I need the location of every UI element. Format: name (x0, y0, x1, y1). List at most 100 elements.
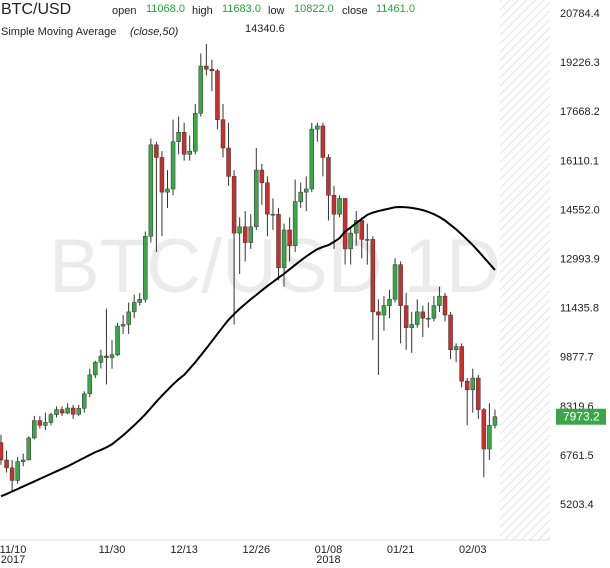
candle-body (320, 125, 326, 158)
candle-body (48, 414, 54, 423)
candle-body (87, 374, 93, 395)
candle-body (459, 346, 464, 382)
candle-body (76, 408, 81, 415)
last-price-label: 7973.2 (563, 410, 600, 424)
y-tick-label: 16110.1 (560, 155, 599, 167)
candle-body (176, 132, 181, 142)
legend-value: 11683.0 (222, 3, 261, 15)
candle-body (9, 467, 15, 481)
last-price-tag (556, 408, 606, 425)
y-tick-label: 19226.3 (560, 57, 600, 69)
candle-body (437, 295, 442, 306)
candle-body (143, 236, 148, 300)
candle-body (198, 65, 204, 114)
candle-body (326, 157, 331, 196)
candle-body (470, 377, 475, 390)
candle-body (82, 393, 87, 409)
candle-body (342, 198, 348, 250)
future-area (500, 0, 550, 540)
candle-body (215, 70, 220, 120)
candle-body (70, 407, 76, 415)
candle-body (15, 461, 20, 481)
candle-body (154, 144, 159, 158)
candle-body (409, 324, 414, 328)
candle-body (487, 425, 492, 450)
candle-body (109, 354, 115, 358)
candle-body (331, 195, 337, 215)
indicator-name: Simple Moving Average (1, 26, 116, 38)
candle-body (226, 147, 231, 177)
candle-body (131, 302, 137, 313)
x-year-label: 2018 (316, 554, 340, 566)
candle-body (32, 420, 37, 439)
moving-average-line (0, 205, 496, 498)
candle-body (126, 311, 131, 325)
legend-value: 11461.0 (376, 3, 415, 15)
x-tick-label: 02/03 (459, 544, 487, 556)
candle-body (237, 226, 242, 234)
candle-body (104, 355, 109, 358)
indicator-value: 14340.6 (245, 23, 285, 35)
y-tick-label: 17668.2 (560, 106, 600, 118)
candle-body (165, 188, 170, 193)
y-tick-label: 9877.7 (560, 352, 594, 364)
candle-body (265, 182, 270, 215)
candle-body (93, 362, 98, 376)
legend-value: 10822.0 (294, 3, 334, 15)
candle-body (270, 213, 276, 216)
candle-body (298, 191, 303, 202)
candle-body (398, 264, 403, 306)
candle-body (420, 311, 426, 319)
candle-body (464, 380, 470, 390)
y-tick-label: 6761.5 (560, 450, 594, 462)
candle-body (231, 176, 237, 234)
candle-body (442, 295, 448, 316)
candle-body (115, 325, 120, 355)
candle-body (65, 407, 70, 414)
candle-body (365, 239, 370, 241)
chart-title: BTC/USD (1, 1, 71, 18)
x-tick-label: 12/26 (243, 544, 271, 556)
x-tick-label: 11/10 (0, 544, 26, 556)
candle-body (242, 226, 248, 243)
y-tick-label: 20784.4 (560, 8, 600, 20)
candle-body (337, 198, 342, 215)
candle-body (98, 355, 104, 363)
candle-body (181, 132, 187, 155)
candle-body (4, 459, 9, 469)
candle-body (204, 65, 209, 70)
candle-body (381, 305, 387, 316)
candle-body (187, 150, 192, 155)
candle-body (353, 220, 359, 234)
legend-label: close (342, 5, 368, 17)
x-tick-label: 11/30 (99, 544, 126, 556)
y-tick-label: 5203.4 (560, 499, 594, 511)
candle-body (292, 201, 298, 246)
candle-body (304, 188, 309, 193)
candle-body (159, 157, 165, 193)
y-tick-label: 14552.0 (560, 204, 600, 216)
candle-body (37, 420, 43, 426)
candle-body (43, 422, 48, 426)
candle-body (209, 68, 215, 72)
candle-body (453, 346, 459, 350)
candle-body (359, 220, 364, 240)
candle-body (426, 317, 431, 320)
candle-body (448, 314, 453, 350)
candle-body (370, 239, 376, 313)
candle-body (387, 299, 392, 306)
candle-body (309, 128, 315, 190)
x-tick-label: 12/13 (170, 544, 198, 556)
x-tick-label: 01/08 (315, 544, 343, 556)
candle-body (431, 305, 437, 319)
candle-body (281, 229, 287, 269)
legend-value: 11068.0 (146, 3, 185, 15)
y-tick-label: 12993.9 (560, 254, 600, 266)
indicator-params: (close,50) (130, 26, 179, 38)
candle-body (193, 113, 198, 152)
legend-label: high (192, 5, 213, 17)
x-tick-label: 01/21 (387, 544, 415, 556)
candle-body (137, 299, 142, 303)
